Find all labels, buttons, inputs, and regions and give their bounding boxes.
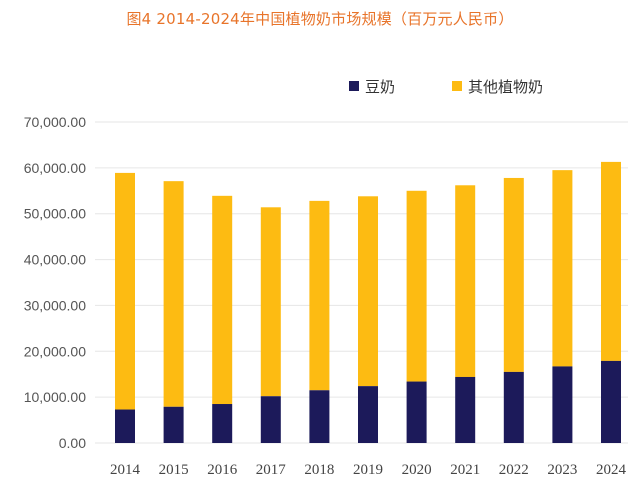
x-tick-label: 2021 (450, 462, 480, 478)
bar-other-2016 (212, 195, 233, 405)
legend-label-other: 其他植物奶 (468, 78, 543, 96)
y-tick-label: 60,000.00 (24, 160, 86, 176)
x-tick-label: 2023 (547, 462, 577, 478)
x-tick-label: 2014 (110, 462, 141, 478)
bar-other-2017 (260, 207, 281, 397)
chart-title: 图4 2014-2024年中国植物奶市场规模（百万元人民币） (126, 10, 514, 28)
bar-soy-2016 (212, 404, 233, 443)
bar-other-2018 (309, 200, 330, 391)
bar-other-2022 (503, 177, 524, 372)
bar-other-2014 (115, 172, 135, 410)
x-tick-label: 2017 (256, 462, 287, 478)
bar-soy-2021 (455, 376, 476, 443)
bar-other-2024 (601, 161, 621, 361)
bar-other-2020 (406, 190, 427, 382)
y-tick-label: 30,000.00 (24, 297, 86, 313)
bar-other-2015 (163, 181, 184, 407)
x-tick-label: 2015 (159, 462, 189, 478)
bar-soy-2017 (260, 396, 281, 443)
x-tick-label: 2019 (353, 462, 383, 478)
x-tick-label: 2024 (596, 462, 627, 478)
bar-soy-2014 (115, 409, 135, 443)
bar-other-2021 (455, 185, 476, 377)
bar-soy-2019 (358, 386, 378, 443)
bar-soy-2022 (503, 371, 524, 443)
y-tick-label: 40,000.00 (24, 252, 86, 268)
y-tick-label: 20,000.00 (24, 343, 86, 359)
bar-soy-2020 (406, 381, 427, 443)
y-tick-label: 0.00 (59, 435, 86, 451)
y-tick-label: 10,000.00 (24, 389, 86, 405)
legend-label-soy: 豆奶 (365, 78, 395, 96)
y-tick-label: 70,000.00 (24, 114, 86, 130)
bar-other-2019 (358, 196, 378, 387)
bar-soy-2015 (163, 406, 184, 443)
bar-soy-2023 (552, 366, 573, 443)
y-tick-label: 50,000.00 (24, 206, 86, 222)
x-tick-label: 2018 (304, 462, 334, 478)
x-tick-label: 2016 (207, 462, 238, 478)
legend-swatch-soy (349, 81, 359, 91)
bar-other-2023 (552, 170, 573, 367)
x-tick-label: 2020 (402, 462, 432, 478)
legend-swatch-other (452, 81, 462, 91)
x-tick-label: 2022 (499, 462, 529, 478)
bar-soy-2018 (309, 390, 330, 443)
bar-soy-2024 (601, 360, 621, 443)
